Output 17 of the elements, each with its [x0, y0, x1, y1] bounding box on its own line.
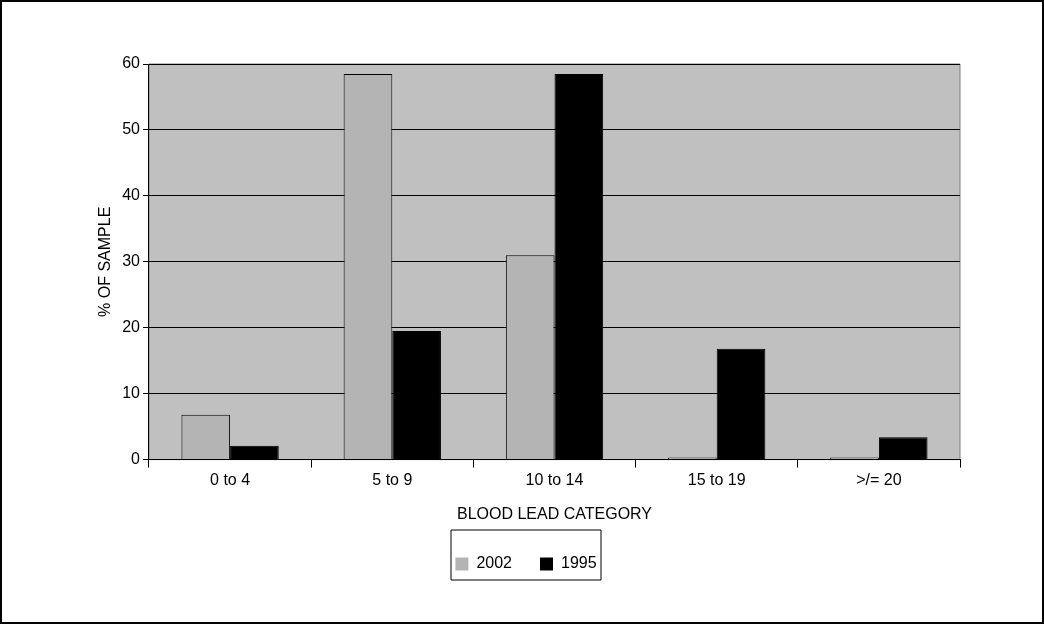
bar [878, 437, 928, 460]
legend-label: 1995 [561, 554, 597, 572]
y-tick-label: 10 [122, 384, 141, 402]
x-axis-title: BLOOD LEAD CATEGORY [456, 504, 653, 522]
y-tick-label: 40 [122, 186, 141, 204]
y-tick-label: 20 [122, 318, 141, 336]
x-tick-label: >/= 20 [856, 470, 902, 488]
x-tick-label: 0 to 4 [210, 470, 251, 488]
legend-label: 2002 [476, 554, 513, 572]
y-tick-label: 50 [122, 120, 141, 138]
y-tick-label: 60 [122, 54, 141, 72]
x-tick-label: 10 to 14 [525, 470, 584, 488]
x-tick-label: 5 to 9 [372, 470, 413, 488]
y-tick-label: 0 [131, 450, 141, 468]
y-tick-label: 30 [122, 252, 141, 270]
x-tick-label: 15 to 19 [687, 470, 746, 488]
y-axis-title: % OF SAMPLE [96, 206, 114, 317]
